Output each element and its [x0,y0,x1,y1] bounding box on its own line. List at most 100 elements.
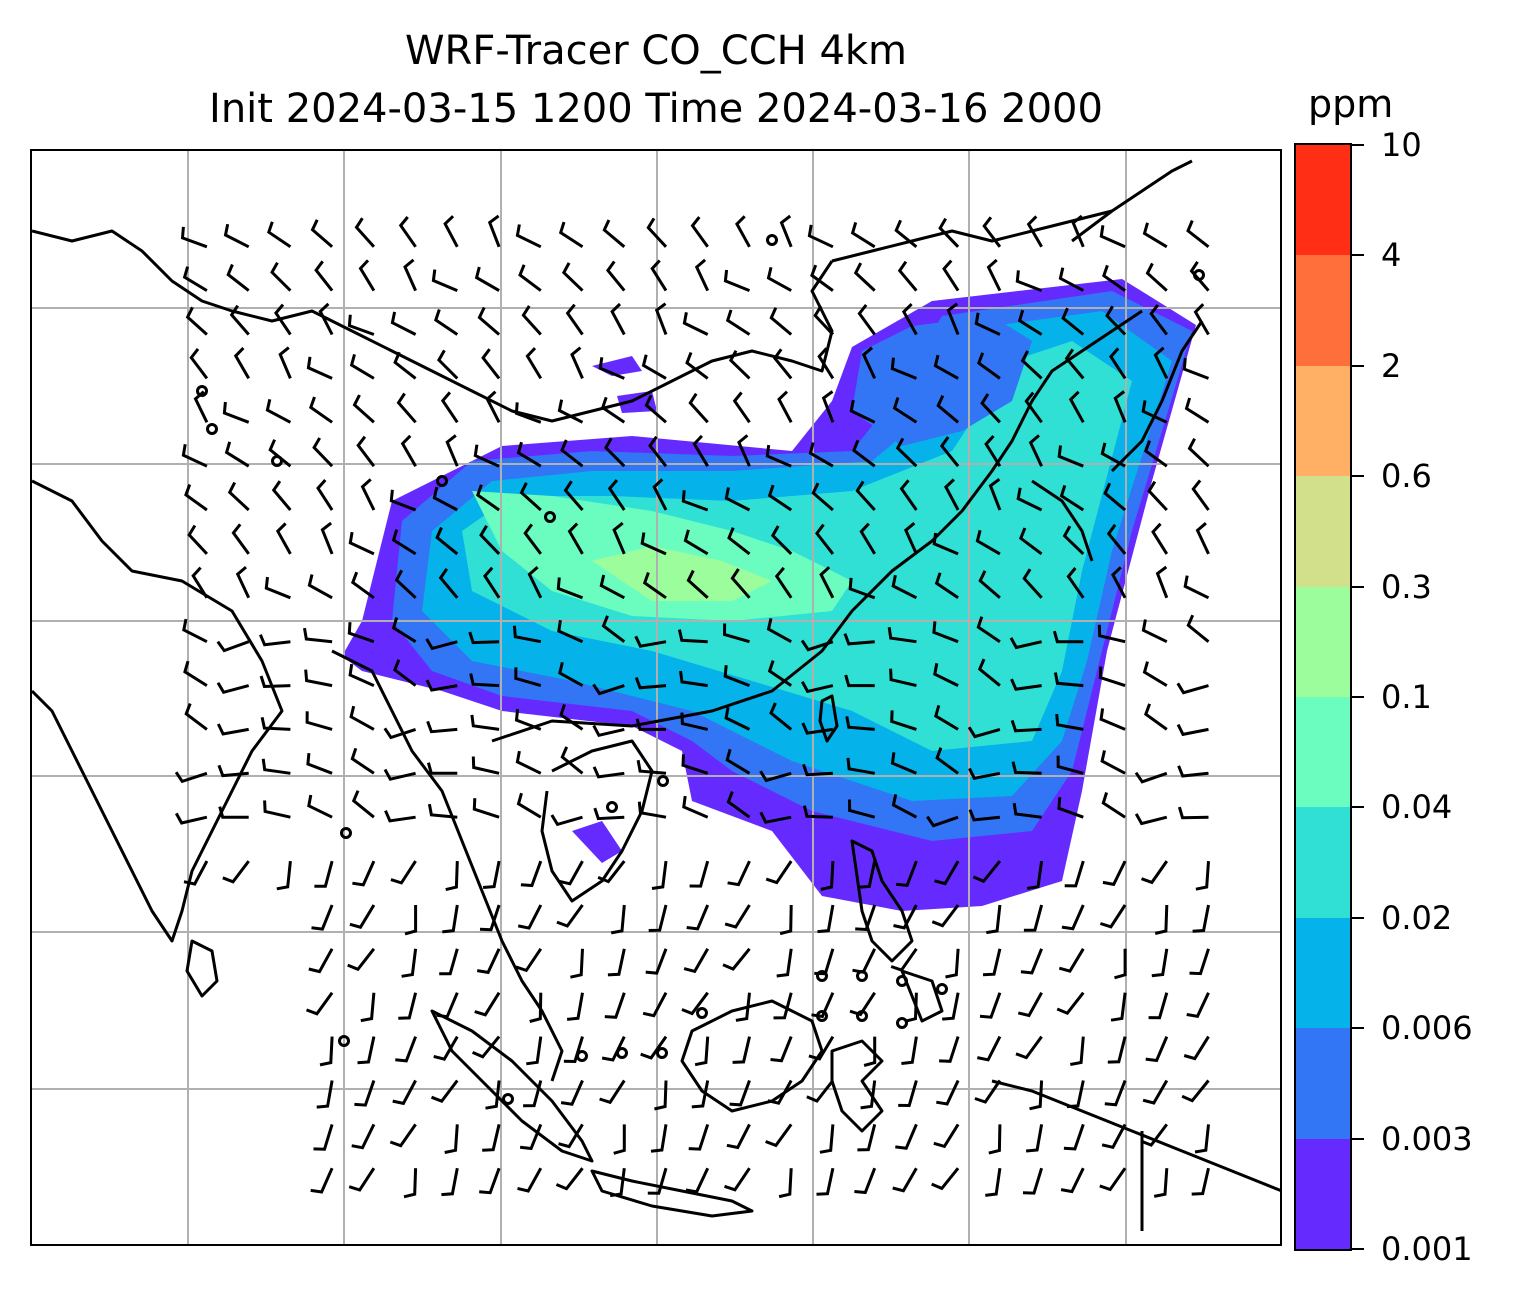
wind-barb [592,766,625,779]
wind-barb [1101,792,1126,819]
wind-barb [931,904,960,928]
colorbar-tick [1352,916,1364,919]
wind-barb [686,904,710,931]
wind-barb [944,478,960,511]
colorbar-band [1296,806,1350,918]
wind-barb [1011,761,1042,775]
wind-barb [974,1079,1002,1104]
colorbar-band [1296,145,1350,256]
wind-barb [223,223,250,249]
wind-barb [694,1036,710,1067]
wind-barb [899,479,918,511]
wind-barb [1068,390,1085,424]
wind-barb [261,758,291,775]
coastline-sulawesi [830,1039,884,1133]
wind-barb [936,1079,960,1106]
wind-barb [651,860,668,890]
wind-barb [979,992,1002,1019]
wind-barb [476,948,501,975]
wind-barb [976,616,1001,643]
wind-barb [1099,708,1126,731]
calm-wind-circle [606,801,618,813]
calm-wind-circle [576,1050,588,1062]
wind-barb [894,219,918,248]
wind-barb [216,682,250,695]
wind-barb [985,1167,1002,1197]
wind-barb [470,714,500,731]
wind-barb [1016,487,1043,512]
wind-barb [890,752,917,775]
wind-barb [1193,303,1210,336]
wind-barb [1113,390,1127,423]
wind-barb [306,356,333,380]
colorbar-tick [1352,1137,1364,1140]
wind-barb [640,532,667,556]
wind-barb [527,565,543,599]
colorbar-tick-label: 0.04 [1381,788,1453,827]
calm-wind-circle [196,385,208,397]
wind-barb [934,860,960,886]
wind-barb [897,260,918,292]
coastline-northeast-asia [831,209,1113,263]
wind-barb [685,1167,710,1194]
wind-barb [1151,522,1169,555]
wind-barb [767,660,793,687]
wind-barb [479,524,501,555]
wind-barb [1058,948,1085,973]
wind-barb [1153,346,1169,380]
wind-barb [634,676,667,690]
calm-wind-circle [896,1017,908,1029]
wind-barb [348,663,375,687]
wind-barb [935,747,959,775]
wind-barb [722,623,750,644]
wind-barb [558,661,584,687]
wind-barb [1015,1035,1043,1060]
wind-barb [425,679,458,692]
wind-barb [1009,637,1042,650]
wind-barb [1142,222,1168,249]
wind-barb [1140,860,1169,885]
wind-barb [650,1124,668,1153]
wind-barb [901,1036,918,1065]
wind-barb [182,266,208,292]
wind-barb [351,1123,376,1150]
wind-barb [555,1167,584,1191]
wind-barb [1059,484,1085,512]
wind-barb [683,948,710,974]
colorbar-band [1296,696,1350,808]
wind-barb [354,1080,376,1107]
wind-barb [1063,1123,1085,1151]
calm-wind-circle [816,1010,828,1022]
wind-barb [895,1123,918,1150]
wind-barb [1145,1036,1169,1063]
gridlines [32,151,1280,1244]
wind-barb [523,1080,543,1108]
wind-barb [432,486,459,512]
wind-barb [767,1079,793,1105]
wind-barb [976,352,1001,380]
wind-barb [485,1080,501,1110]
wind-barb [1148,992,1169,1020]
map-subtitle: Init 2024-03-15 1200 Time 2024-03-16 200… [209,86,1103,132]
wind-barb [476,484,500,512]
wind-barb [1070,1036,1085,1066]
map-title: WRF-Tracer CO_CCH 4km [404,28,908,74]
wind-barb [389,489,417,512]
wind-barb [426,762,458,775]
wind-barb [437,349,459,380]
wind-barb [735,215,751,248]
wind-barb [1186,992,1210,1018]
wind-barb [845,716,875,731]
wind-barb [263,800,291,819]
wind-barb [1154,904,1169,935]
wind-barb [766,618,792,644]
colorbar-band [1296,364,1350,477]
wind-barb [383,727,417,740]
wind-barb [567,522,584,555]
wind-barb [347,622,375,644]
wind-barb [514,402,542,424]
wind-barb [264,576,291,600]
wind-barb [892,397,918,424]
wind-barb [1184,397,1210,424]
wind-barb [1142,1079,1169,1105]
